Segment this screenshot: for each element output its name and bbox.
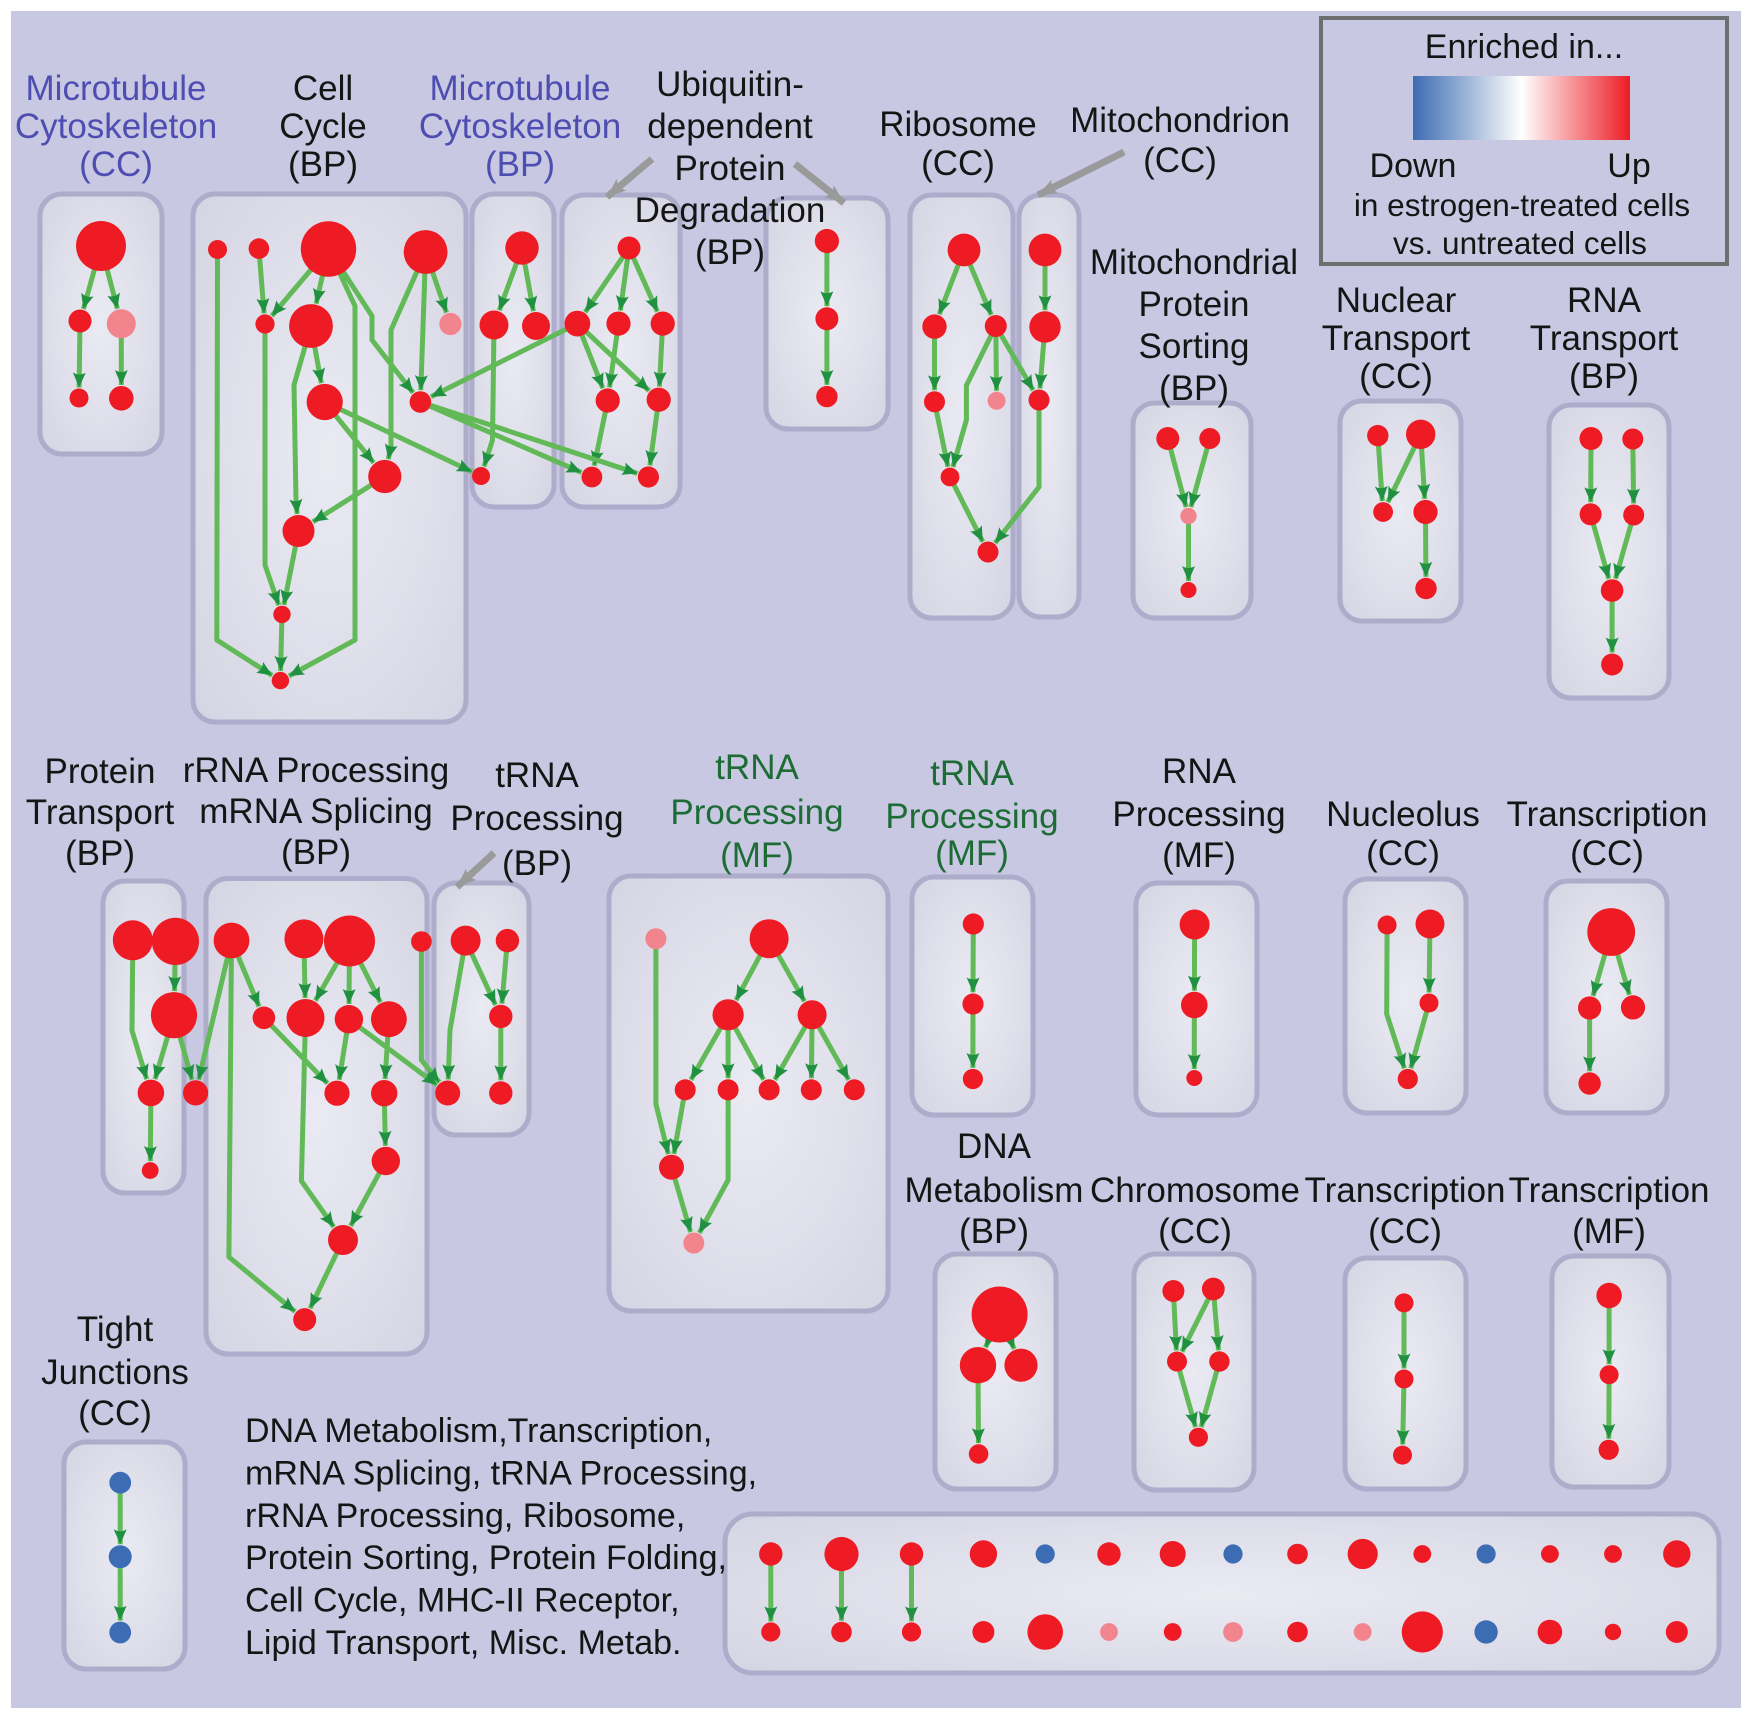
svg-text:Processing: Processing [670,793,843,832]
svg-text:dependent: dependent [647,107,813,146]
svg-text:Mitochondrion: Mitochondrion [1070,101,1290,140]
svg-text:(BP): (BP) [288,145,358,184]
svg-text:(BP): (BP) [959,1212,1029,1251]
svg-text:Transcription: Transcription [1509,1171,1710,1210]
svg-text:Transport: Transport [26,793,175,832]
svg-text:tRNA: tRNA [930,754,1014,793]
svg-text:Lipid Transport, Misc. Metab.: Lipid Transport, Misc. Metab. [245,1624,682,1662]
svg-text:Sorting: Sorting [1139,327,1250,366]
svg-text:Microtubule: Microtubule [26,69,207,108]
svg-text:(MF): (MF) [935,834,1009,873]
svg-text:Ribosome: Ribosome [879,105,1037,144]
svg-text:(CC): (CC) [921,144,995,183]
svg-text:Transport: Transport [1530,319,1679,358]
svg-text:Mitochondrial: Mitochondrial [1090,243,1298,282]
svg-text:Enriched in...: Enriched in... [1425,28,1623,66]
svg-text:rRNA Processing: rRNA Processing [183,751,449,790]
svg-text:Processing: Processing [450,799,623,838]
svg-text:(CC): (CC) [1368,1212,1442,1251]
svg-text:(CC): (CC) [1158,1212,1232,1251]
svg-text:Cell Cycle, MHC-II Receptor,: Cell Cycle, MHC-II Receptor, [245,1582,680,1620]
svg-text:Cytoskeleton: Cytoskeleton [15,107,217,146]
svg-text:(MF): (MF) [1572,1212,1646,1251]
svg-text:Transport: Transport [1322,319,1471,358]
svg-text:Ubiquitin-: Ubiquitin- [656,65,804,104]
svg-text:Nuclear: Nuclear [1336,281,1457,320]
svg-text:tRNA: tRNA [715,748,799,787]
svg-text:RNA: RNA [1567,281,1642,320]
svg-text:rRNA Processing, Ribosome,: rRNA Processing, Ribosome, [245,1497,685,1535]
svg-text:Transcription: Transcription [1507,795,1708,834]
svg-text:(CC): (CC) [1359,357,1433,396]
svg-text:(CC): (CC) [79,145,153,184]
svg-text:mRNA Splicing, tRNA Processing: mRNA Splicing, tRNA Processing, [245,1454,757,1492]
svg-text:Protein: Protein [45,752,156,791]
svg-text:Processing: Processing [1112,795,1285,834]
svg-text:Chromosome: Chromosome [1090,1171,1300,1210]
svg-text:Metabolism: Metabolism [905,1171,1084,1210]
svg-text:(CC): (CC) [1366,834,1440,873]
svg-text:(CC): (CC) [78,1394,152,1433]
svg-text:(CC): (CC) [1143,141,1217,180]
svg-text:Nucleolus: Nucleolus [1326,795,1480,834]
svg-text:(MF): (MF) [720,836,794,875]
svg-text:Down: Down [1370,147,1457,185]
svg-text:Up: Up [1607,147,1650,185]
svg-text:(BP): (BP) [502,844,572,883]
svg-text:Cytoskeleton: Cytoskeleton [419,107,621,146]
svg-text:mRNA Splicing: mRNA Splicing [199,792,432,831]
svg-text:Junctions: Junctions [41,1353,189,1392]
svg-text:Cell: Cell [293,69,353,108]
svg-text:Transcription: Transcription [1305,1171,1506,1210]
svg-text:in estrogen-treated cells: in estrogen-treated cells [1354,187,1690,223]
svg-text:DNA Metabolism,Transcription,: DNA Metabolism,Transcription, [245,1412,712,1450]
svg-text:Cycle: Cycle [279,107,367,146]
svg-text:Protein Sorting, Protein Foldi: Protein Sorting, Protein Folding, [245,1539,727,1577]
svg-text:(BP): (BP) [485,145,555,184]
svg-text:(BP): (BP) [695,233,765,272]
svg-text:tRNA: tRNA [495,756,579,795]
svg-text:RNA: RNA [1162,752,1237,791]
svg-text:(MF): (MF) [1162,836,1236,875]
svg-text:Processing: Processing [885,797,1058,836]
svg-text:DNA: DNA [957,1127,1032,1166]
svg-text:Degradation: Degradation [635,191,826,230]
svg-text:(BP): (BP) [281,833,351,872]
svg-text:(CC): (CC) [1570,834,1644,873]
svg-text:(BP): (BP) [65,834,135,873]
svg-text:Microtubule: Microtubule [430,69,611,108]
svg-text:Tight: Tight [77,1310,154,1349]
svg-text:(BP): (BP) [1159,369,1229,408]
svg-text:Protein: Protein [1139,285,1250,324]
svg-text:vs. untreated cells: vs. untreated cells [1393,225,1647,261]
svg-text:(BP): (BP) [1569,357,1639,396]
svg-text:Protein: Protein [675,149,786,188]
